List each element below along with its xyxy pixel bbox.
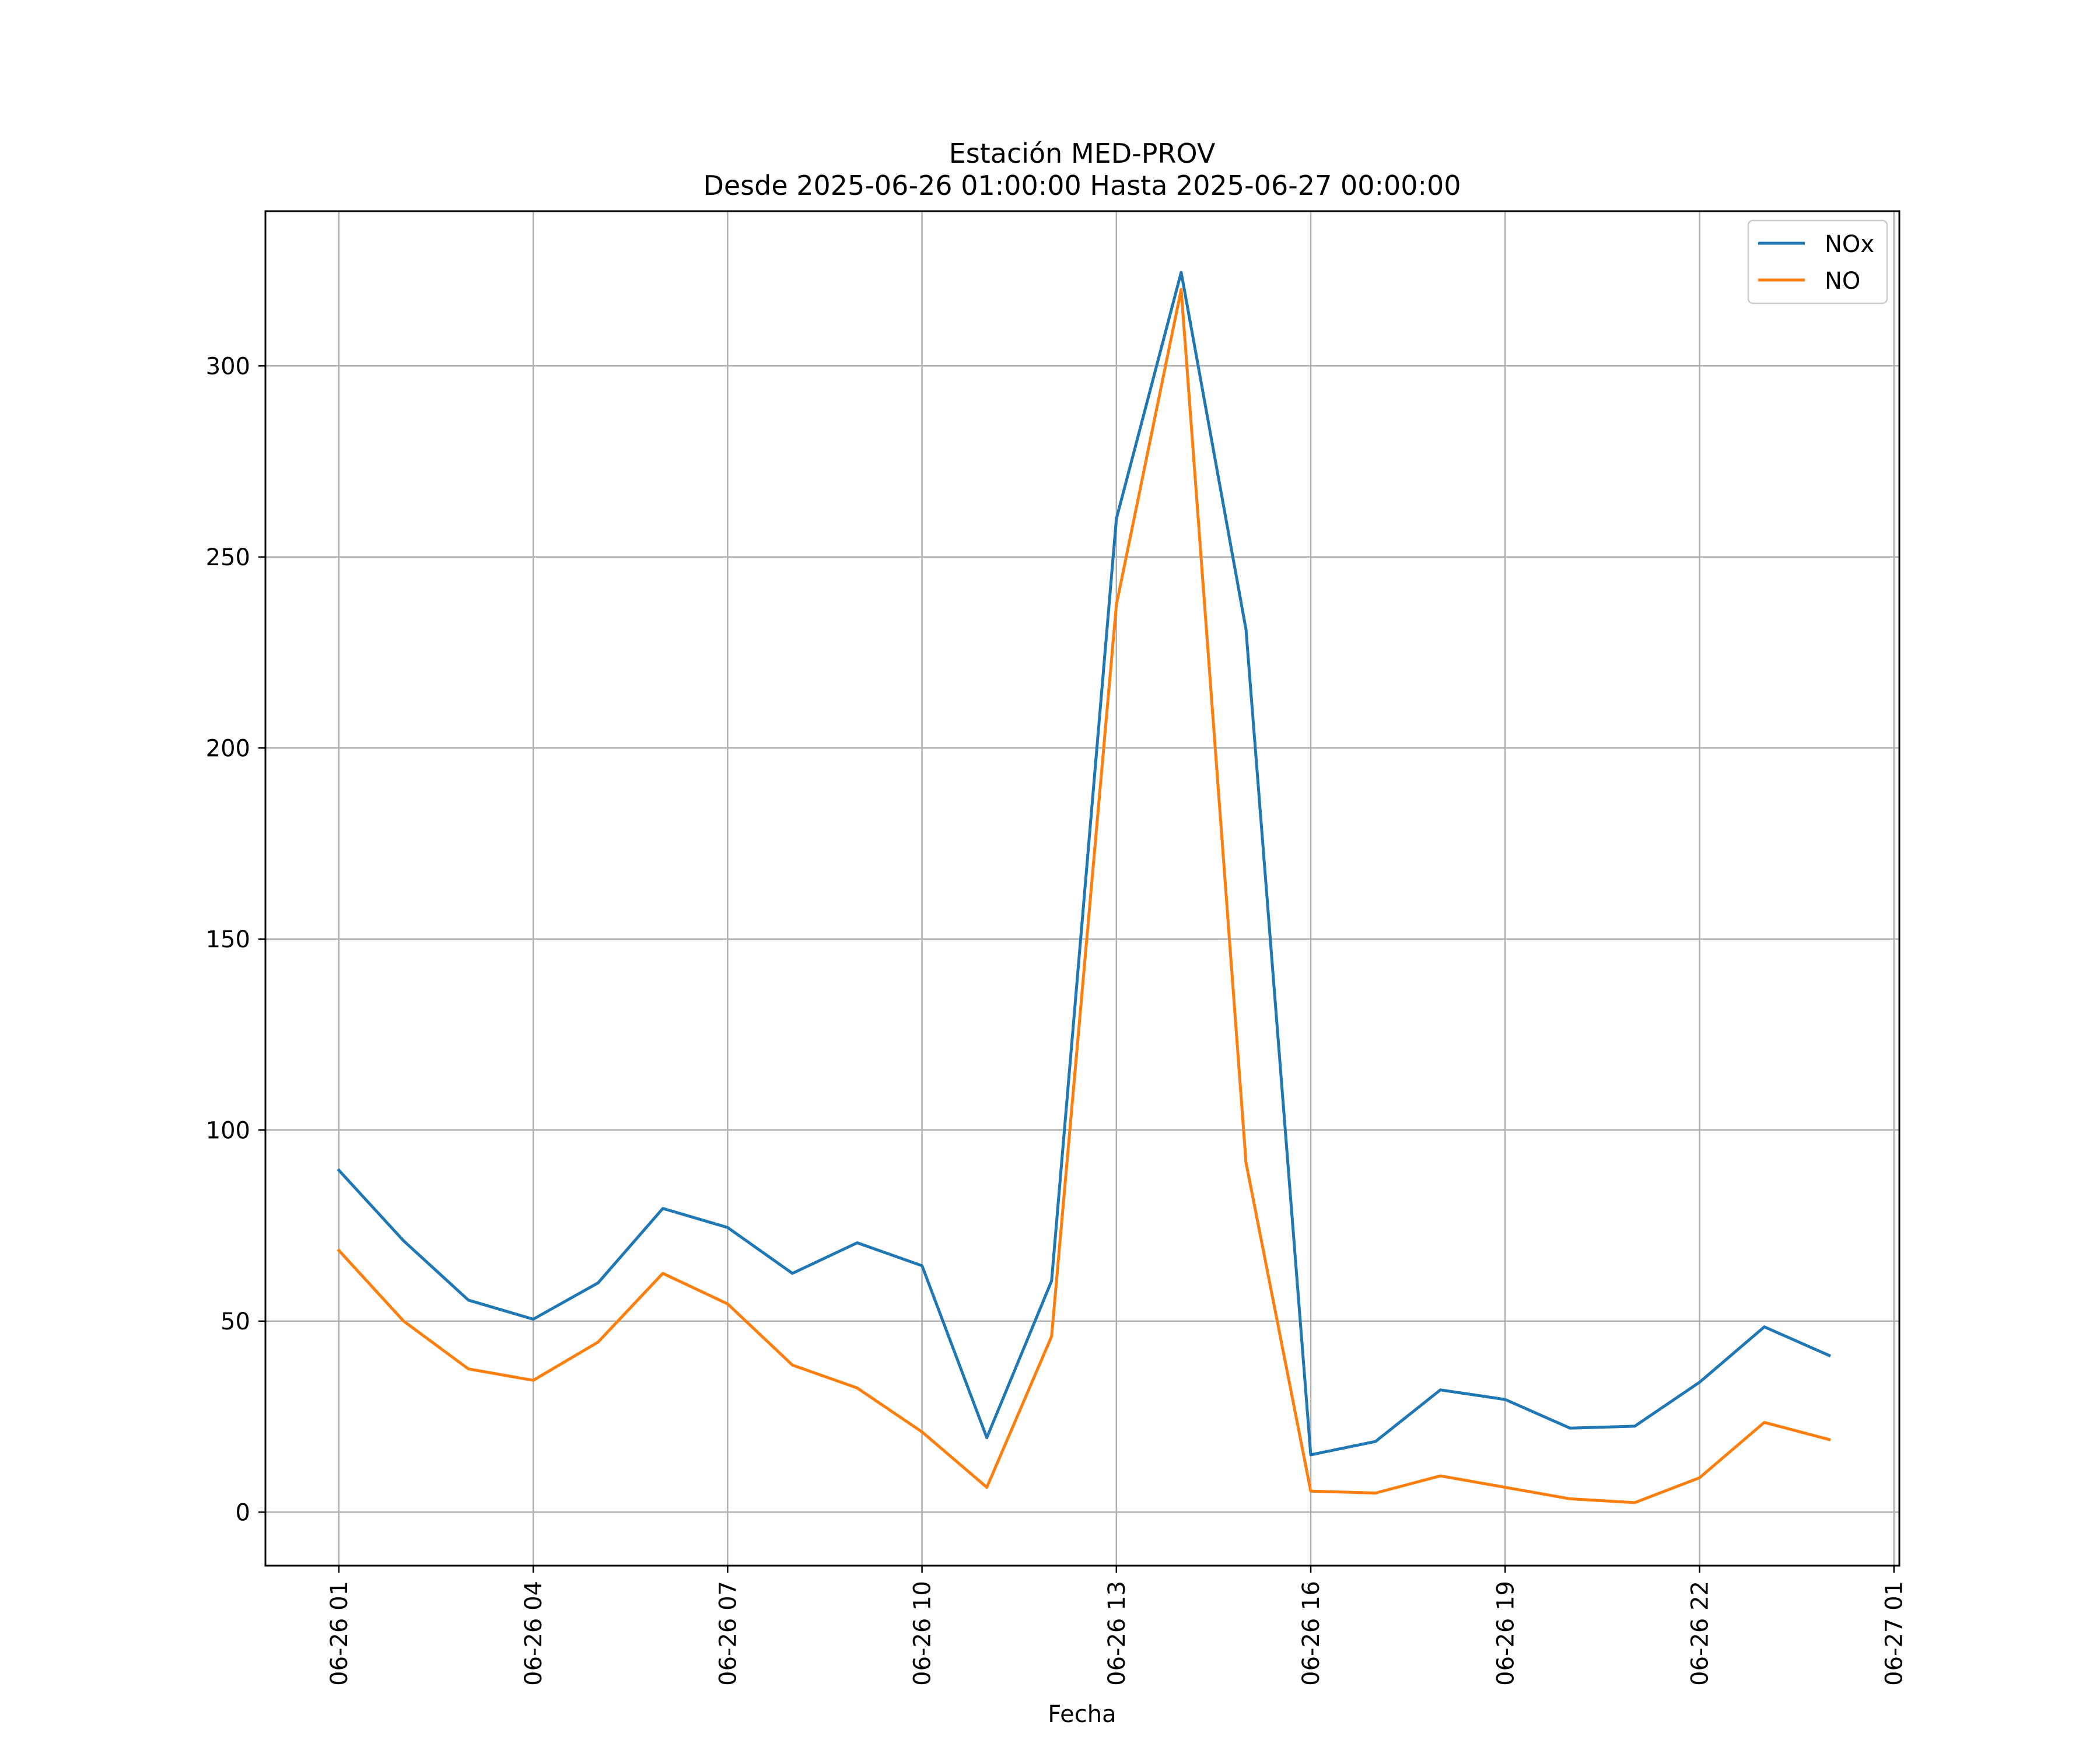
legend-label-nox: NOx [1825,231,1874,258]
series-line-no [337,288,1831,1504]
legend-label-no: NO [1825,268,1860,295]
grid [265,211,1899,1566]
x-tick-label: 06-26 04 [520,1581,547,1686]
legend: NOx NO [1747,219,1888,304]
chart-title: Estación MED-PROV [949,138,1216,169]
x-tick-label: 06-26 16 [1298,1581,1325,1686]
series-line-nox [337,271,1831,1457]
x-tick-label: 06-26 10 [909,1581,936,1686]
x-tick-label: 06-26 13 [1104,1581,1130,1686]
series-lines [337,271,1831,1504]
x-tick-label: 06-27 01 [1881,1581,1908,1686]
y-tick-label: 250 [206,544,250,571]
x-axis-label: Fecha [1048,1701,1116,1728]
x-axis: 06-26 01 06-26 04 06-26 07 06-26 10 06-26 13… [326,1566,1908,1686]
y-tick-label: 100 [206,1117,250,1144]
y-tick-label: 150 [206,926,250,953]
y-tick-label: 200 [206,735,250,762]
y-axis: 0 50 100 150 200 250 300 [206,353,265,1526]
y-tick-label: 300 [206,353,250,380]
legend-box [1747,219,1888,304]
x-tick-label: 06-26 22 [1687,1581,1714,1686]
x-tick-label: 06-26 01 [326,1581,353,1686]
y-tick-label: 0 [236,1499,250,1526]
x-tick-label: 06-26 07 [715,1581,741,1686]
plot-frame [264,210,1901,1567]
chart-subtitle: Desde 2025-06-26 01:00:00 Hasta 2025-06-… [703,170,1461,201]
y-tick-label: 50 [220,1308,250,1335]
x-tick-label: 06-26 19 [1492,1581,1519,1686]
